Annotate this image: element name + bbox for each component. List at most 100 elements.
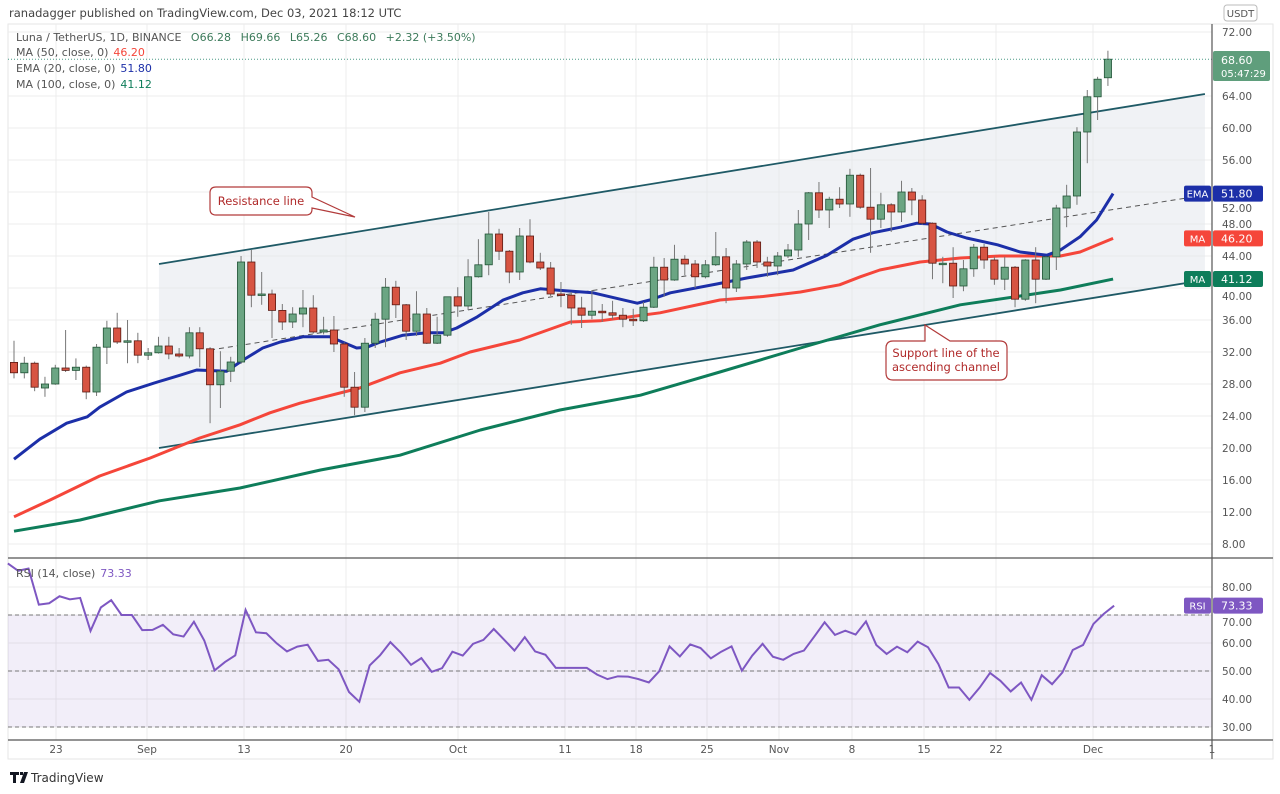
candle[interactable]: [402, 304, 411, 340]
candle[interactable]: [113, 312, 122, 344]
candle[interactable]: [298, 290, 307, 328]
candle[interactable]: [928, 222, 937, 280]
candle[interactable]: [381, 278, 390, 348]
candle[interactable]: [918, 195, 927, 225]
candle[interactable]: [722, 248, 731, 304]
candle[interactable]: [195, 327, 204, 368]
candle[interactable]: [1052, 204, 1061, 270]
candle[interactable]: [154, 336, 163, 354]
candle[interactable]: [1093, 76, 1102, 120]
candle[interactable]: [949, 247, 958, 298]
candle[interactable]: [835, 187, 844, 208]
candle[interactable]: [433, 316, 442, 344]
candle[interactable]: [598, 304, 607, 322]
candle[interactable]: [887, 203, 896, 232]
candle[interactable]: [577, 296, 586, 328]
candle[interactable]: [907, 188, 916, 216]
candle[interactable]: [526, 219, 535, 264]
candle[interactable]: [505, 250, 514, 284]
candle[interactable]: [237, 256, 246, 364]
candle[interactable]: [856, 173, 865, 209]
candle[interactable]: [969, 244, 978, 277]
candle[interactable]: [515, 228, 524, 280]
candle[interactable]: [990, 256, 999, 285]
candle[interactable]: [794, 210, 803, 257]
candle[interactable]: [701, 260, 710, 279]
candle[interactable]: [567, 292, 576, 325]
candle[interactable]: [680, 255, 689, 276]
candle[interactable]: [959, 260, 968, 292]
candle[interactable]: [453, 287, 462, 317]
tradingview-logo[interactable]: TradingView: [10, 771, 104, 785]
candle[interactable]: [629, 308, 638, 326]
candle[interactable]: [226, 356, 235, 382]
candle[interactable]: [350, 372, 359, 416]
currency-button[interactable]: USDT: [1223, 4, 1258, 22]
candle[interactable]: [391, 280, 400, 318]
candle[interactable]: [876, 192, 885, 228]
candle[interactable]: [1042, 256, 1051, 280]
candle[interactable]: [1072, 127, 1081, 205]
candle[interactable]: [495, 228, 504, 260]
candle[interactable]: [175, 348, 184, 358]
candle[interactable]: [639, 302, 648, 322]
candle[interactable]: [30, 361, 39, 392]
candle[interactable]: [82, 365, 91, 400]
candle[interactable]: [319, 316, 328, 335]
candle[interactable]: [329, 316, 338, 352]
candle[interactable]: [711, 232, 720, 266]
candle[interactable]: [691, 260, 700, 288]
candle[interactable]: [216, 351, 225, 408]
candle[interactable]: [825, 196, 834, 228]
candle[interactable]: [61, 330, 70, 372]
candle[interactable]: [123, 320, 132, 364]
candle[interactable]: [40, 376, 49, 397]
candle[interactable]: [267, 289, 276, 338]
candle[interactable]: [814, 182, 823, 218]
candle[interactable]: [371, 312, 380, 348]
resistance-line[interactable]: [158, 93, 1206, 265]
candle[interactable]: [71, 358, 80, 380]
candle[interactable]: [742, 240, 751, 270]
candle[interactable]: [257, 272, 266, 305]
ascending-channel[interactable]: [158, 93, 1206, 449]
price-axis[interactable]: 72.00 64.00 60.00 56.00 52.00 48.00 44.00 40.00…: [1222, 27, 1252, 734]
candle[interactable]: [618, 308, 627, 328]
channel-midline[interactable]: [210, 194, 1206, 351]
candle[interactable]: [773, 252, 782, 276]
candle[interactable]: [763, 256, 772, 277]
candle[interactable]: [144, 348, 153, 360]
candle[interactable]: [92, 344, 101, 396]
candle[interactable]: [247, 250, 256, 308]
candle[interactable]: [1021, 259, 1030, 301]
candle[interactable]: [938, 256, 947, 284]
candle[interactable]: [784, 244, 793, 258]
candle[interactable]: [1062, 184, 1071, 228]
candle[interactable]: [546, 262, 555, 296]
candle[interactable]: [133, 332, 142, 364]
candle[interactable]: [649, 256, 658, 308]
candle[interactable]: [670, 244, 679, 281]
candle[interactable]: [866, 168, 875, 253]
candle[interactable]: [1011, 266, 1020, 308]
candle[interactable]: [288, 307, 297, 328]
candle[interactable]: [587, 290, 596, 320]
support-callout[interactable]: Support line of the ascending channel: [885, 323, 1008, 381]
candle[interactable]: [412, 291, 421, 336]
candle[interactable]: [1031, 247, 1040, 304]
candle[interactable]: [443, 296, 452, 337]
candle[interactable]: [340, 342, 349, 397]
candle[interactable]: [732, 260, 741, 292]
candle[interactable]: [9, 340, 18, 379]
candle[interactable]: [474, 239, 483, 278]
support-line[interactable]: [158, 279, 1206, 449]
candle[interactable]: [845, 168, 854, 217]
candle[interactable]: [1103, 50, 1112, 86]
symbol-title[interactable]: Luna / TetherUS, 1D, BINANCE: [16, 31, 181, 44]
candle[interactable]: [1083, 90, 1092, 164]
resistance-callout[interactable]: Resistance line: [209, 186, 356, 218]
candle[interactable]: [660, 258, 669, 297]
candle[interactable]: [464, 259, 473, 310]
candle[interactable]: [360, 338, 369, 412]
candle[interactable]: [1000, 256, 1009, 290]
